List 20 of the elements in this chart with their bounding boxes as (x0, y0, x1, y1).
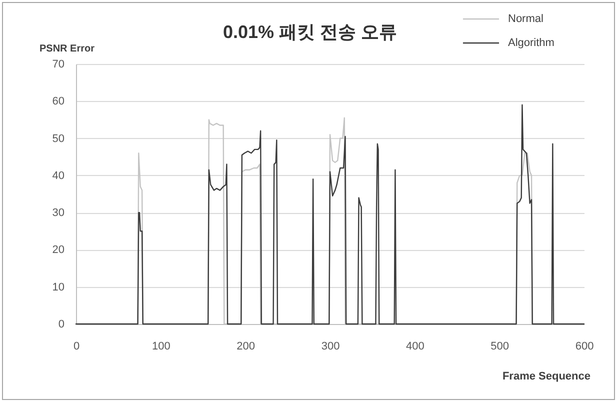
x-tick-label: 200 (236, 340, 256, 352)
y-axis-title: PSNR Error (40, 44, 95, 54)
x-tick-label: 0 (73, 340, 80, 352)
legend-label: Normal (508, 13, 544, 25)
y-tick-label: 10 (52, 281, 64, 294)
y-tick-label: 20 (52, 244, 64, 256)
y-tick-label: 60 (52, 96, 64, 108)
x-tick-label: 500 (490, 340, 510, 352)
x-tick-label: 400 (406, 340, 424, 352)
y-tick-label: 40 (52, 170, 64, 182)
x-tick-label: 100 (152, 340, 170, 352)
chart-title: 0.01% 패킷 전송 오류 (222, 22, 398, 42)
y-tick-label: 50 (52, 132, 64, 145)
y-tick-label: 0 (58, 318, 64, 330)
y-tick-label: 30 (52, 207, 64, 220)
y-tick-label: 70 (52, 58, 64, 70)
x-tick-label: 600 (575, 340, 594, 352)
x-tick-label: 300 (321, 340, 340, 352)
x-axis-title: Frame Sequence (502, 370, 590, 382)
legend-label: Algorithm (508, 37, 554, 49)
